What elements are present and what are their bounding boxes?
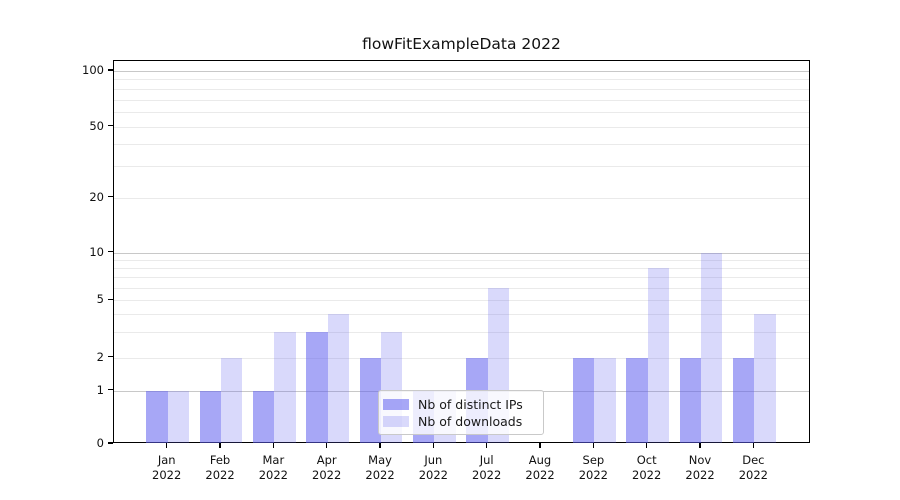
x-tick-label-apr: Apr 2022	[312, 453, 342, 482]
x-tick-label-may: May 2022	[365, 453, 395, 482]
y-tick-label-5: 5	[96, 292, 104, 307]
gridline-minor-80	[114, 88, 809, 90]
bar-nb-of-downloads-apr	[327, 314, 349, 443]
legend-item: Nb of downloads	[383, 413, 539, 430]
x-tick-label-jan: Jan 2022	[152, 453, 182, 482]
legend-swatch	[383, 399, 409, 410]
bar-nb-of-downloads-mar	[274, 332, 296, 443]
y-tick-mark-0	[108, 442, 113, 444]
legend-swatch	[383, 416, 409, 427]
x-tick-mark-5	[379, 443, 381, 448]
gridline-major-100	[114, 71, 809, 72]
gridline-minor-40	[114, 143, 809, 145]
x-tick-mark-11	[699, 443, 701, 448]
gridline-minor-4	[114, 314, 809, 316]
x-tick-mark-10	[646, 443, 648, 448]
gridline-minor-90	[114, 79, 809, 81]
bar-nb-of-distinct-ips-sep	[573, 357, 595, 443]
legend-label: Nb of distinct IPs	[418, 396, 523, 412]
x-tick-label-sep: Sep 2022	[578, 453, 608, 482]
y-tick-label-1: 1	[96, 382, 104, 397]
y-tick-mark-50	[108, 125, 113, 127]
legend: Nb of distinct IPs Nb of downloads	[378, 390, 544, 435]
gridline-minor-70	[114, 99, 809, 101]
bar-nb-of-distinct-ips-dec	[733, 357, 755, 443]
bar-nb-of-distinct-ips-oct	[626, 357, 648, 443]
legend-item: Nb of distinct IPs	[383, 396, 539, 413]
gridline-minor-3	[114, 332, 809, 334]
x-tick-mark-12	[752, 443, 754, 448]
bar-nb-of-downloads-sep	[594, 357, 616, 443]
gridline-major-10	[114, 252, 809, 254]
bar-nb-of-distinct-ips-mar	[253, 390, 275, 443]
x-tick-label-jul: Jul 2022	[472, 453, 502, 482]
y-tick-label-2: 2	[96, 349, 104, 364]
bar-nb-of-downloads-oct	[647, 268, 669, 443]
x-tick-mark-6	[432, 443, 434, 448]
bar-nb-of-downloads-jan	[167, 390, 189, 443]
bar-nb-of-downloads-nov	[701, 252, 723, 443]
y-tick-mark-20	[108, 196, 113, 198]
bar-nb-of-downloads-feb	[221, 357, 243, 443]
y-tick-mark-1	[108, 389, 113, 391]
bar-nb-of-distinct-ips-may	[359, 357, 382, 443]
bar-nb-of-distinct-ips-jan	[146, 390, 168, 443]
y-tick-label-20: 20	[89, 189, 104, 204]
y-tick-mark-5	[108, 298, 113, 300]
gridline-minor-5	[114, 300, 809, 302]
y-tick-label-50: 50	[89, 118, 104, 133]
x-tick-label-jun: Jun 2022	[418, 453, 448, 482]
bar-nb-of-distinct-ips-feb	[199, 390, 222, 443]
bar-nb-of-downloads-dec	[754, 314, 776, 443]
bar-nb-of-distinct-ips-apr	[306, 332, 328, 443]
x-tick-label-mar: Mar 2022	[258, 453, 288, 482]
gridline-minor-7	[114, 277, 809, 279]
x-tick-mark-3	[272, 443, 274, 448]
gridline-minor-6	[114, 287, 809, 289]
x-tick-mark-4	[326, 443, 328, 448]
chart-title: flowFitExampleData 2022	[362, 35, 561, 53]
y-tick-mark-10	[108, 251, 113, 253]
y-tick-label-10: 10	[89, 244, 104, 259]
plot-area	[113, 60, 810, 443]
x-tick-label-nov: Nov 2022	[685, 453, 715, 482]
y-tick-mark-2	[108, 356, 113, 358]
gridline-minor-8	[114, 268, 809, 270]
bar-nb-of-distinct-ips-nov	[679, 357, 702, 443]
x-tick-mark-7	[486, 443, 488, 448]
y-tick-label-0: 0	[96, 436, 104, 450]
x-tick-mark-1	[166, 443, 168, 448]
legend-label: Nb of downloads	[418, 413, 523, 429]
x-tick-label-dec: Dec 2022	[738, 453, 768, 482]
gridline-minor-30	[114, 166, 809, 168]
x-tick-label-aug: Aug 2022	[525, 453, 555, 482]
x-tick-mark-9	[592, 443, 594, 448]
gridline-minor-60	[114, 112, 809, 114]
x-tick-mark-8	[539, 443, 541, 448]
x-tick-label-feb: Feb 2022	[205, 453, 235, 482]
x-tick-label-oct: Oct 2022	[632, 453, 662, 482]
y-tick-label-100: 100	[82, 63, 104, 77]
gridline-minor-50	[114, 126, 809, 128]
y-tick-mark-100	[108, 69, 113, 71]
x-tick-mark-2	[219, 443, 221, 448]
gridline-minor-9	[114, 259, 809, 261]
gridline-minor-20	[114, 197, 809, 199]
gridline-minor-2	[114, 357, 809, 359]
